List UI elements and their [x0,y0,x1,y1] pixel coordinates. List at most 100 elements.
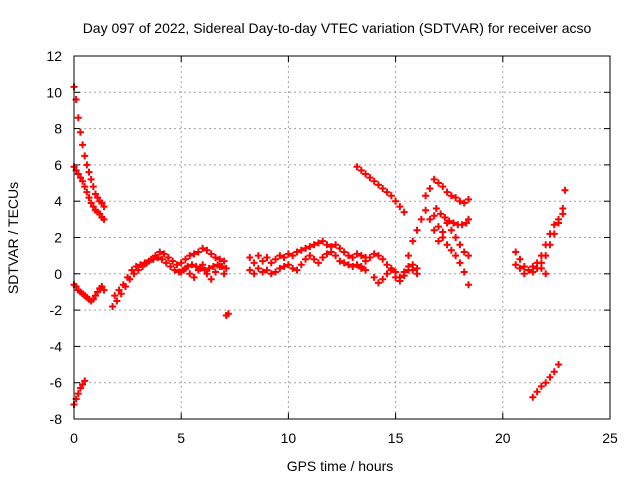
data-point [91,292,99,300]
series-arc-19 [512,259,550,278]
data-point [186,252,194,260]
data-point [362,170,370,178]
data-point [212,253,220,261]
data-point [83,161,91,169]
data-point [422,206,430,214]
data-point [559,204,567,212]
data-point [456,241,464,249]
data-point [396,273,404,281]
data-point [432,204,440,212]
data-point [100,286,108,294]
data-point [259,257,267,265]
data-point [164,253,172,261]
data-point [452,194,460,202]
data-point [115,286,123,294]
data-point [89,203,97,211]
data-point [319,237,327,245]
data-point [169,257,177,265]
data-point [379,255,387,263]
series-arc-3 [70,281,108,305]
data-point [263,266,271,274]
y-tick-label: -2 [50,302,63,318]
x-tick-label: 5 [177,430,185,446]
data-point [413,226,421,234]
data-point [529,263,537,271]
data-point [250,270,258,278]
data-point [190,250,198,258]
data-point [188,261,196,269]
data-point [306,252,314,260]
data-point [302,255,310,263]
data-point [460,199,468,207]
data-point [203,246,211,254]
data-point [293,266,301,274]
data-point [332,241,340,249]
y-tick-label: 4 [54,193,62,209]
data-point [426,184,434,192]
data-point [310,255,318,263]
data-point [128,266,136,274]
data-point [413,270,421,278]
x-tick-labels: 0 5 10 15 20 25 [70,430,618,446]
data-point [404,252,412,260]
data-point [212,268,220,276]
data-point [434,223,442,231]
data-point [392,197,400,205]
data-point [323,241,331,249]
data-point [357,252,365,260]
data-point [207,250,215,258]
y-tick-label: 12 [46,48,62,64]
data-point [310,241,318,249]
data-point [111,292,119,300]
data-point [417,215,425,223]
data-point [362,257,370,265]
data-point [94,288,102,296]
data-point [464,281,472,289]
data-point [520,270,528,278]
data-point [130,270,138,278]
y-axis-title: SDTVAR / TECUs [5,182,21,294]
data-point [340,259,348,267]
y-tick-label: -6 [50,375,63,391]
data-point [79,177,87,185]
y-tick-label: 0 [54,266,62,282]
data-point [141,259,149,267]
data-point [366,253,374,261]
data-point [332,252,340,260]
data-point [246,266,254,274]
data-point [550,221,558,229]
data-point [520,263,528,271]
data-point [91,190,99,198]
data-point [537,382,545,390]
y-tick-labels: -8 -6 -4 -2 0 2 4 6 8 10 12 [46,48,62,427]
data-point [387,192,395,200]
data-point [344,252,352,260]
data-point [276,252,284,260]
data-point [516,255,524,263]
data-point [353,163,361,171]
data-point [437,210,445,218]
data-point [555,215,563,223]
data-point [216,263,224,271]
data-point [525,266,533,274]
data-point [447,226,455,234]
data-point [119,281,127,289]
data-point [199,261,207,269]
data-point [452,234,460,241]
data-point [529,393,537,401]
data-point [192,263,200,271]
data-point [124,273,132,281]
data-point [537,252,545,260]
series-arc-14 [404,206,472,260]
x-tick-label: 25 [602,430,618,446]
data-point [85,168,93,176]
series-arc-11 [353,163,408,216]
data-point [205,264,213,272]
data-point [422,192,430,200]
data-point [319,253,327,261]
data-point [306,243,314,251]
data-point [134,266,142,274]
data-point [336,244,344,252]
data-point [434,237,442,245]
